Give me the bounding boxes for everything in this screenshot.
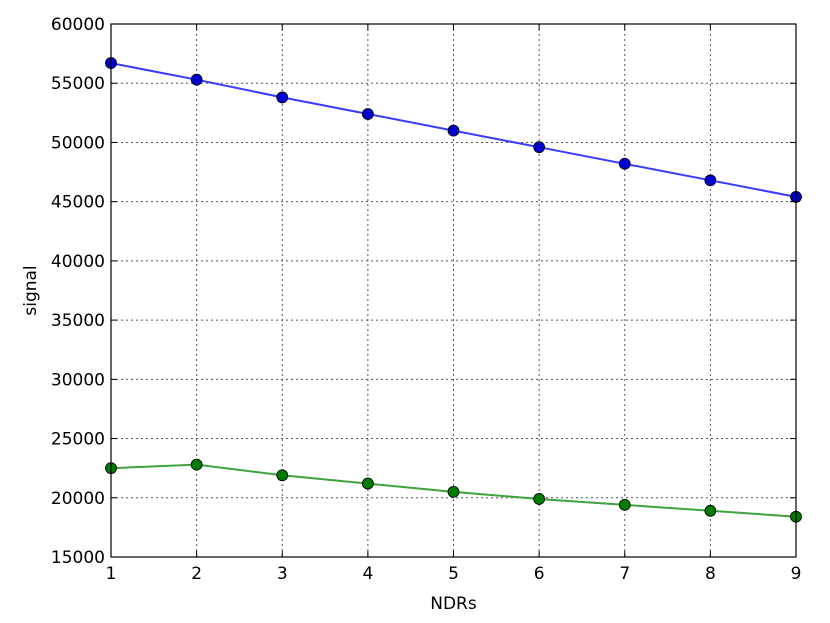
data-point	[618, 157, 631, 170]
x-tick-label: 4	[362, 564, 373, 584]
x-tick-label: 8	[705, 564, 716, 584]
y-tick-label: 60000	[51, 15, 105, 35]
y-tick-label: 25000	[51, 430, 105, 450]
series-2	[105, 458, 802, 523]
x-tick-label: 5	[448, 564, 459, 584]
y-tick-label: 50000	[51, 133, 105, 153]
y-axis-label: signal	[21, 265, 41, 315]
series-1	[105, 57, 802, 203]
grid	[111, 24, 796, 557]
data-point	[704, 174, 717, 187]
y-tick-label: 30000	[51, 370, 105, 390]
ticks: 1 2 3 4 5 6 7 8 9 15000 20000 25000 30000 35000 40000 4…	[51, 15, 802, 584]
data-point	[533, 493, 546, 505]
x-tick-label: 7	[619, 564, 630, 584]
y-tick-label: 15000	[51, 548, 105, 568]
data-point	[190, 458, 203, 471]
series-layer	[105, 57, 802, 523]
data-point	[276, 469, 289, 482]
x-tick-label: 3	[277, 564, 288, 584]
y-tick-label: 45000	[51, 193, 105, 213]
y-tick-label: 55000	[51, 74, 105, 94]
y-tick-label: 35000	[51, 311, 105, 331]
data-point	[361, 108, 374, 120]
y-tick-label: 20000	[51, 489, 105, 509]
data-point	[704, 504, 717, 517]
x-axis-label: NDRs	[430, 594, 477, 614]
data-point	[447, 124, 460, 137]
x-tick-label: 6	[534, 564, 545, 584]
data-point	[447, 485, 460, 498]
data-point	[533, 141, 546, 154]
data-point	[190, 73, 203, 86]
x-tick-label: 1	[106, 564, 117, 584]
x-tick-label: 9	[791, 564, 802, 584]
data-point	[276, 91, 289, 104]
x-tick-label: 2	[191, 564, 202, 584]
data-point	[618, 498, 631, 511]
y-tick-label: 40000	[51, 252, 105, 272]
data-point	[361, 477, 374, 490]
